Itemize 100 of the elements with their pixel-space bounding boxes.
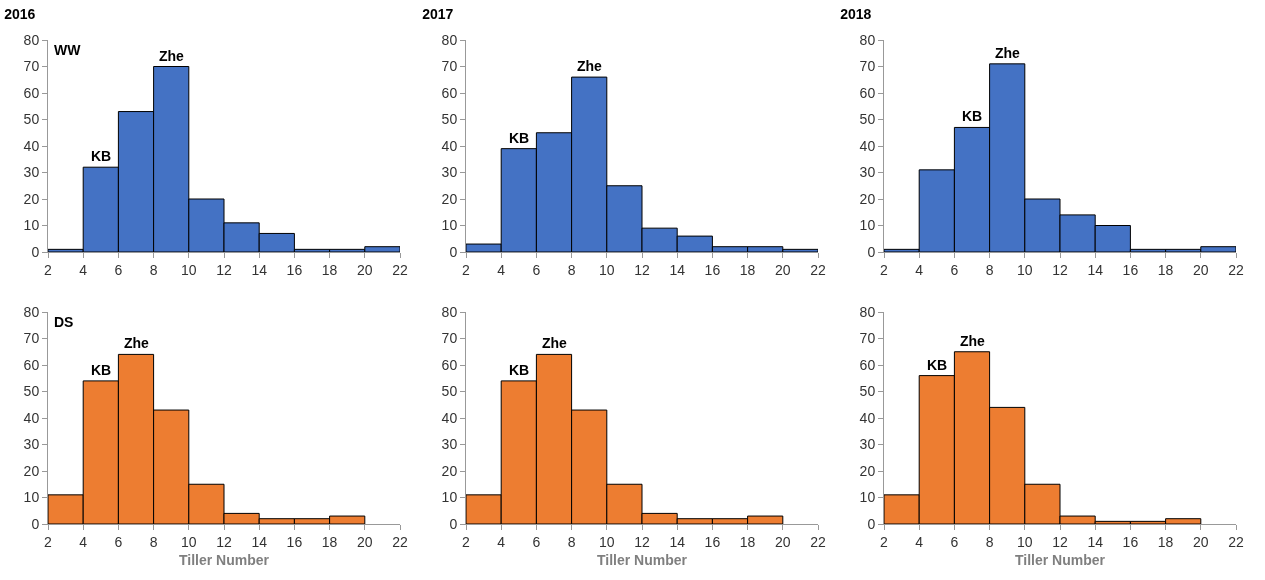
annotation: Zhe <box>124 335 150 351</box>
x-tick-label: 2 <box>462 533 471 550</box>
y-tick-label: 40 <box>859 409 876 426</box>
y-tick-label: 50 <box>859 383 876 400</box>
x-tick-label: 16 <box>704 261 721 278</box>
annotation: KB <box>509 362 530 378</box>
x-tick-label: 4 <box>79 533 88 550</box>
x-tick-label: 6 <box>114 261 123 278</box>
chart-title: 2018 <box>840 5 872 22</box>
y-tick-label: 20 <box>441 462 458 479</box>
x-tick-label: 2 <box>44 533 53 550</box>
y-tick-label: 40 <box>23 137 40 154</box>
x-tick-label: 18 <box>321 533 338 550</box>
y-tick-label: 30 <box>441 436 458 453</box>
x-tick-label: 2 <box>462 261 471 278</box>
x-tick-label: 10 <box>599 533 615 550</box>
x-tick-label: 12 <box>634 533 650 550</box>
y-tick-label: 40 <box>859 137 876 154</box>
x-tick-label: 16 <box>286 261 303 278</box>
x-tick-label: 6 <box>532 533 541 550</box>
annotation: KB <box>509 130 530 146</box>
y-tick-label: 0 <box>31 243 40 260</box>
x-tick-label: 8 <box>567 533 576 550</box>
x-tick-label: 14 <box>669 533 686 550</box>
x-tick-label: 22 <box>392 533 408 550</box>
x-tick-label: 20 <box>357 533 373 550</box>
y-tick-label: 30 <box>859 436 876 453</box>
y-tick-label: 10 <box>859 217 876 234</box>
x-axis-title: Tiller Number <box>597 552 688 569</box>
y-tick-label: 20 <box>441 190 458 207</box>
y-tick-label: 0 <box>867 243 876 260</box>
y-tick-label: 30 <box>441 164 458 181</box>
annotation: WW <box>54 42 82 58</box>
x-tick-label: 8 <box>149 533 158 550</box>
x-tick-label: 22 <box>1228 261 1244 278</box>
x-tick-label: 10 <box>599 261 615 278</box>
x-tick-label: 18 <box>1157 261 1174 278</box>
y-tick-label: 0 <box>867 515 876 532</box>
x-tick-label: 8 <box>985 533 994 550</box>
y-tick-label: 80 <box>23 303 40 320</box>
y-tick-label: 60 <box>441 84 458 101</box>
x-tick-label: 8 <box>149 261 158 278</box>
y-tick-label: 80 <box>441 303 458 320</box>
y-tick-label: 20 <box>23 190 40 207</box>
x-tick-label: 4 <box>915 261 924 278</box>
y-tick-label: 50 <box>23 383 40 400</box>
y-tick-label: 10 <box>859 489 876 506</box>
x-tick-label: 22 <box>810 533 826 550</box>
y-tick-label: 10 <box>441 217 458 234</box>
y-tick-label: 50 <box>441 111 458 128</box>
annotation: Zhe <box>960 333 986 349</box>
x-tick-label: 12 <box>1052 261 1068 278</box>
y-tick-label: 40 <box>23 409 40 426</box>
y-tick-label: 20 <box>23 462 40 479</box>
x-tick-label: 2 <box>880 533 889 550</box>
y-tick-label: 20 <box>859 462 876 479</box>
x-tick-label: 16 <box>286 533 303 550</box>
y-tick-label: 30 <box>859 164 876 181</box>
x-tick-label: 18 <box>739 261 756 278</box>
x-tick-label: 18 <box>739 533 756 550</box>
x-tick-label: 10 <box>181 261 197 278</box>
x-tick-label: 12 <box>1052 533 1068 550</box>
x-tick-label: 12 <box>634 261 650 278</box>
y-tick-label: 30 <box>23 164 40 181</box>
x-tick-label: 6 <box>532 261 541 278</box>
x-tick-label: 16 <box>1122 261 1139 278</box>
x-tick-label: 20 <box>1193 533 1209 550</box>
x-tick-label: 16 <box>704 533 721 550</box>
y-tick-label: 50 <box>441 383 458 400</box>
x-tick-label: 12 <box>216 533 232 550</box>
y-tick-label: 60 <box>859 84 876 101</box>
x-tick-label: 22 <box>1228 533 1244 550</box>
y-tick-label: 40 <box>441 137 458 154</box>
y-tick-label: 70 <box>441 330 458 347</box>
y-tick-label: 80 <box>859 31 876 48</box>
x-tick-label: 14 <box>251 261 268 278</box>
y-tick-label: 10 <box>23 489 40 506</box>
x-tick-label: 4 <box>497 533 506 550</box>
x-tick-label: 4 <box>79 261 88 278</box>
chart-title: 2017 <box>422 5 454 22</box>
annotation: KB <box>927 357 948 373</box>
y-tick-label: 60 <box>441 356 458 373</box>
y-tick-label: 80 <box>23 31 40 48</box>
x-tick-label: 22 <box>392 261 408 278</box>
annotation: KB <box>962 108 983 124</box>
x-tick-label: 20 <box>357 261 373 278</box>
annotation: Zhe <box>995 45 1021 61</box>
x-tick-label: 12 <box>216 261 232 278</box>
annotation: Zhe <box>542 335 568 351</box>
y-tick-label: 80 <box>441 31 458 48</box>
x-axis-title: Tiller Number <box>1015 552 1106 569</box>
x-tick-label: 4 <box>497 261 506 278</box>
annotation: Zhe <box>577 58 603 74</box>
y-tick-label: 0 <box>449 243 458 260</box>
annotation: KB <box>91 362 112 378</box>
x-tick-label: 6 <box>950 261 959 278</box>
x-tick-label: 10 <box>181 533 197 550</box>
y-tick-label: 0 <box>449 515 458 532</box>
x-tick-label: 8 <box>567 261 576 278</box>
x-tick-label: 6 <box>114 533 123 550</box>
